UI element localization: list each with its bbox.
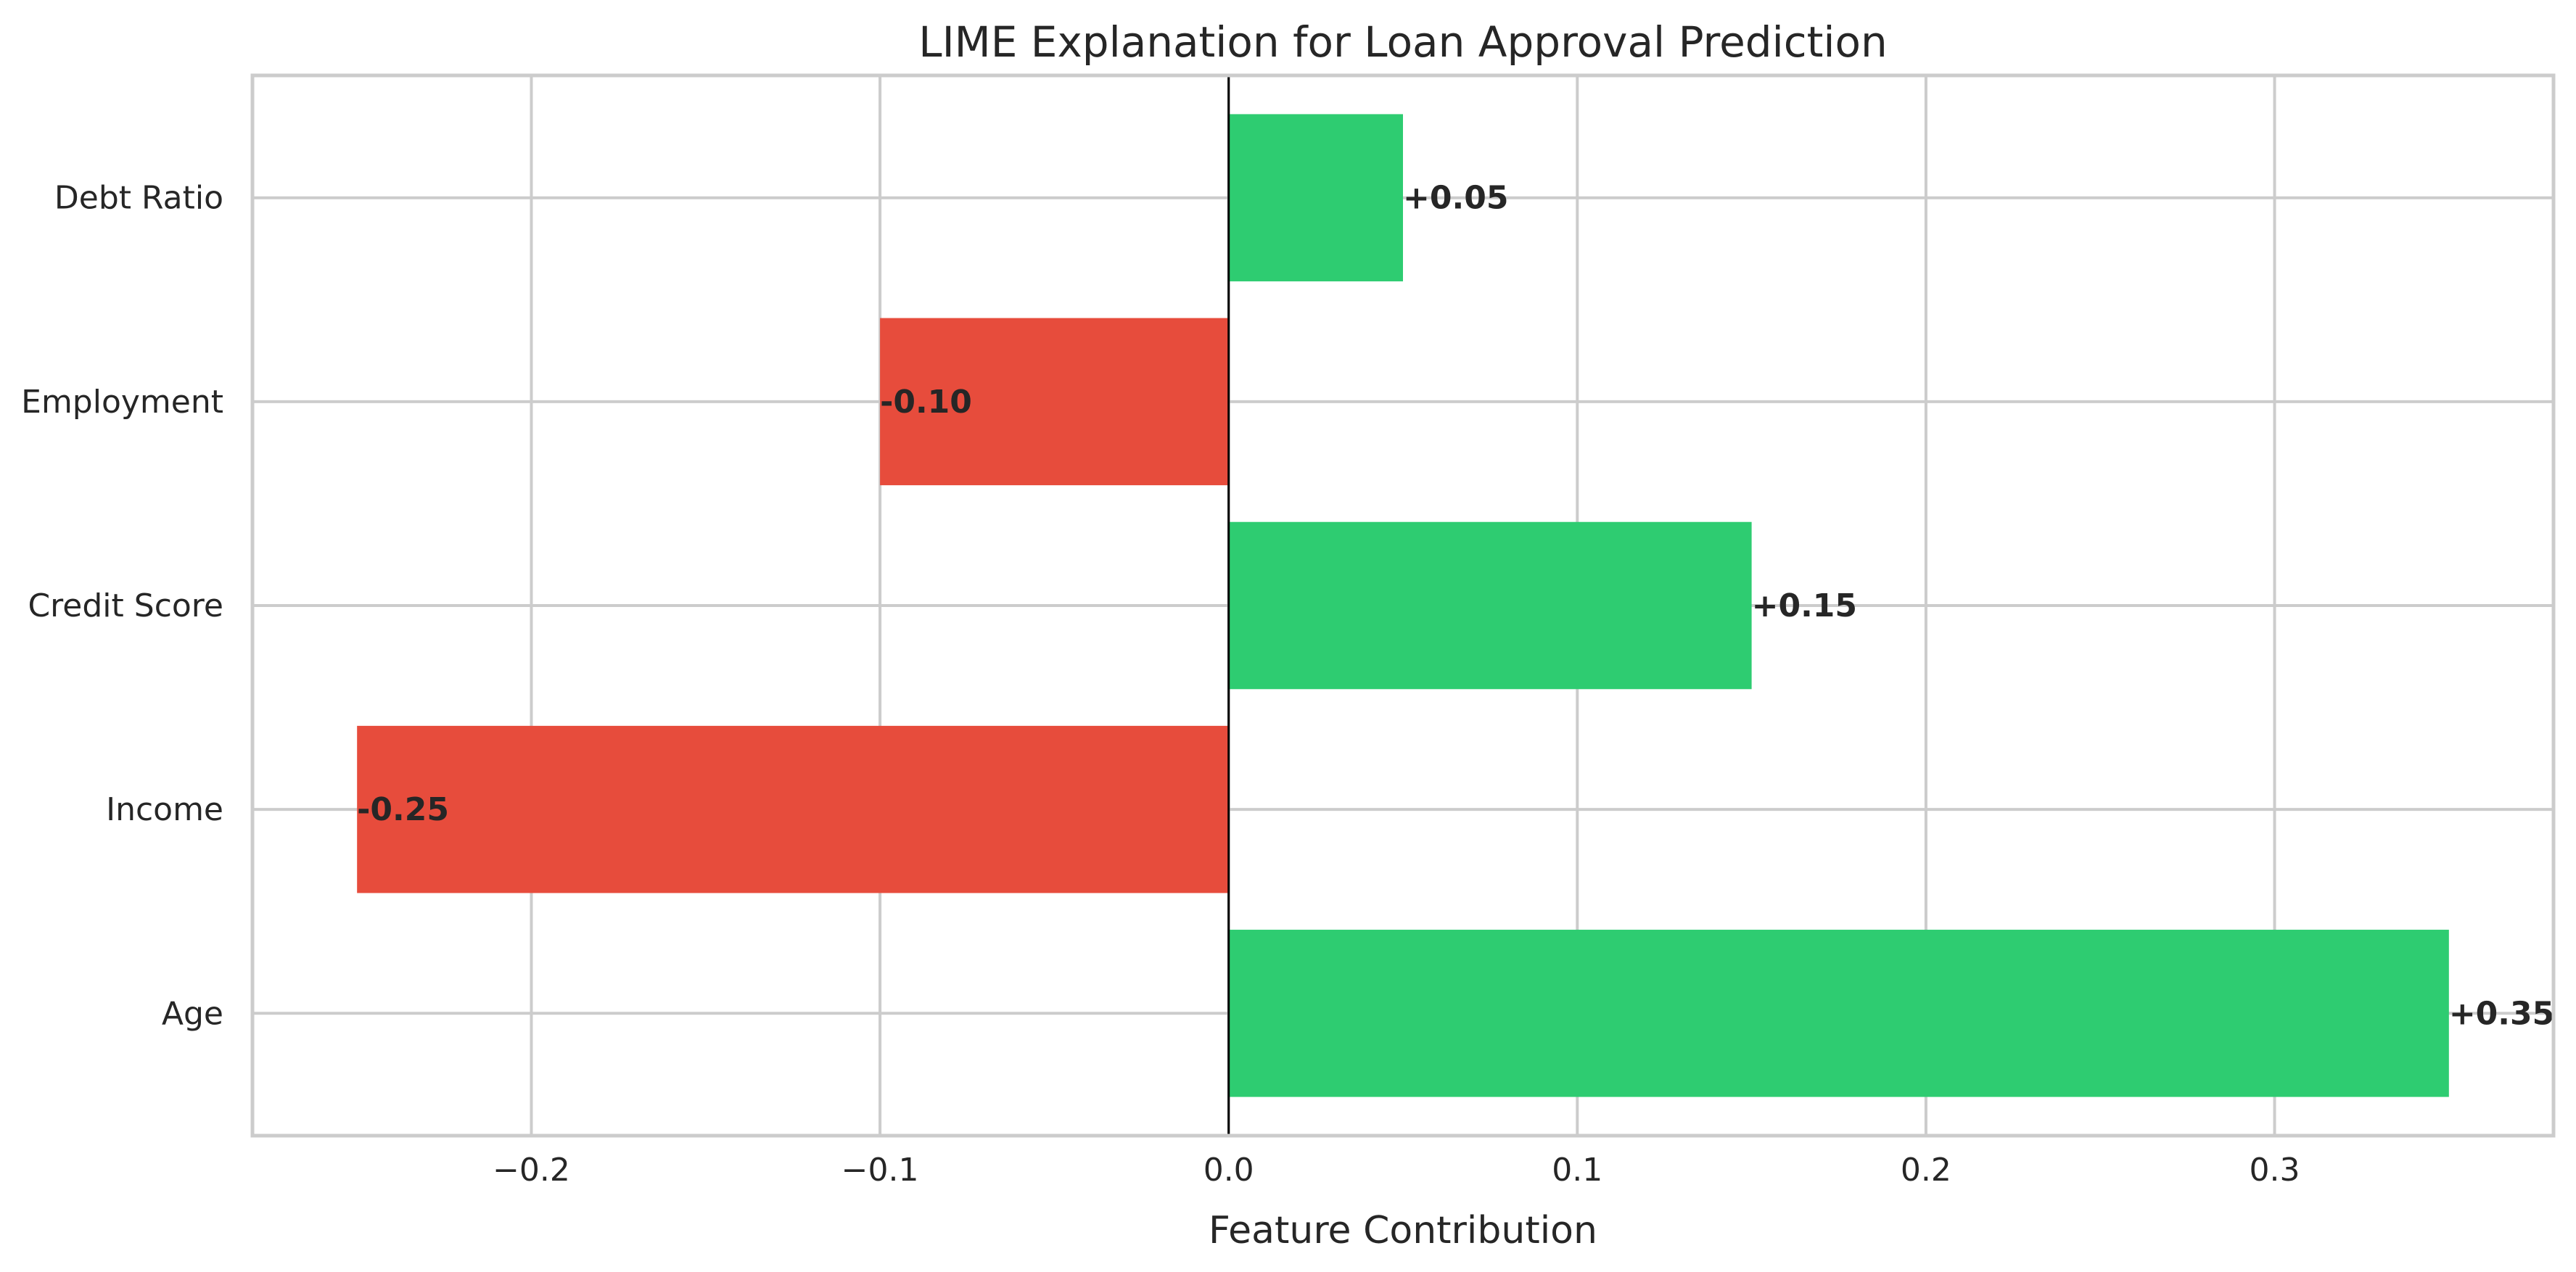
x-tick-label: 0.0 [1203, 1152, 1254, 1189]
value-label: +0.35 [2449, 995, 2554, 1032]
plot-border [250, 73, 2556, 1138]
bar-employment [880, 318, 1229, 486]
value-label: +0.15 [1752, 587, 1857, 624]
value-label: +0.05 [1403, 180, 1508, 217]
x-tick-labels: −0.2 −0.1 0.0 0.1 0.2 0.3 [493, 1152, 2300, 1189]
x-tick-label: 0.3 [2250, 1152, 2300, 1189]
value-label: -0.10 [880, 384, 972, 421]
chart-title: LIME Explanation for Loan Approval Predi… [918, 17, 1887, 67]
bar-age [1228, 930, 2449, 1097]
y-tick-label: Age [162, 995, 223, 1032]
value-labels: +0.35 -0.25 +0.15 -0.10 +0.05 [357, 180, 2554, 1033]
x-tick-label: 0.1 [1552, 1152, 1602, 1189]
y-tick-label: Income [106, 791, 223, 828]
bar-income [357, 725, 1229, 893]
bar-debt-ratio [1228, 114, 1403, 281]
y-tick-labels: Age Income Credit Score Employment Debt Rati… [21, 180, 223, 1033]
y-tick-label: Credit Score [28, 587, 223, 624]
x-axis-label: Feature Contribution [1209, 1209, 1597, 1252]
y-tick-label: Employment [21, 384, 223, 421]
bar-credit-score [1228, 521, 1752, 690]
value-label: -0.25 [357, 791, 449, 828]
bars [357, 114, 2449, 1097]
x-tick-label: 0.2 [1901, 1152, 1951, 1189]
plot-frame [250, 73, 2556, 1138]
x-tick-label: −0.1 [841, 1152, 919, 1189]
x-tick-label: −0.2 [493, 1152, 570, 1189]
y-tick-label: Debt Ratio [54, 180, 223, 217]
